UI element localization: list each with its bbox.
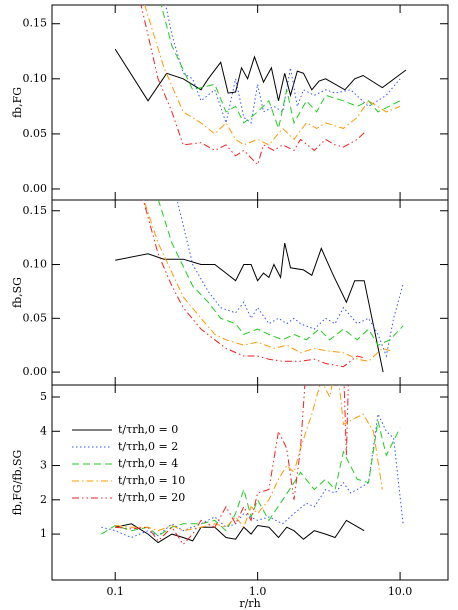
plot-lines: [114, 5, 407, 166]
series-line: [115, 519, 365, 544]
plot-lines: [115, 200, 404, 373]
series-line: [144, 5, 401, 146]
x-tick-label: 0.1: [106, 585, 124, 598]
series-line: [165, 5, 401, 125]
series-line: [142, 200, 366, 368]
series-line: [115, 385, 349, 546]
y-tick-label: 0.15: [23, 204, 48, 217]
y-axis-label: fb,SG: [11, 277, 24, 308]
y-tick-label: 0.15: [23, 17, 48, 30]
series-line: [140, 5, 366, 166]
plot-lines: [101, 385, 404, 546]
series-line: [101, 420, 401, 537]
legend-label: t/τrh,0 = 4: [118, 457, 178, 470]
series-line: [115, 242, 384, 373]
y-tick-label: 0.05: [23, 311, 48, 324]
series-line: [157, 200, 404, 346]
series-line: [143, 200, 391, 362]
y-tick-label: 0.00: [23, 182, 48, 195]
x-tick-label: 1.0: [249, 585, 267, 598]
panel-frame: [51, 4, 449, 201]
y-tick-label: 0.05: [23, 127, 48, 140]
series-line: [115, 385, 383, 532]
y-tick-label: 5: [40, 390, 47, 403]
y-tick-label: 0.00: [23, 365, 48, 378]
y-axis-label: fb,FG: [11, 87, 24, 118]
y-tick-label: 2: [40, 493, 47, 506]
series-line: [176, 200, 404, 358]
y-tick-label: 3: [40, 459, 47, 472]
series-line: [114, 48, 407, 102]
series-line: [160, 5, 401, 131]
legend-label: t/τrh,0 = 20: [118, 491, 185, 504]
y-tick-label: 1: [40, 527, 47, 540]
y-axis-label: fb,FG/fb,SG: [11, 450, 24, 516]
panel-frame: [51, 199, 449, 386]
panel-frame: [51, 384, 449, 581]
series-line: [101, 412, 404, 539]
legend-label: t/τrh,0 = 2: [118, 440, 178, 453]
x-tick-label: 10.0: [388, 585, 413, 598]
legend-label: t/τrh,0 = 0: [118, 423, 178, 436]
y-tick-label: 4: [40, 424, 47, 437]
y-tick-label: 0.10: [23, 72, 48, 85]
legend-label: t/τrh,0 = 10: [118, 474, 185, 487]
y-tick-label: 0.10: [23, 258, 48, 271]
x-axis-label: r/rh: [239, 597, 260, 610]
